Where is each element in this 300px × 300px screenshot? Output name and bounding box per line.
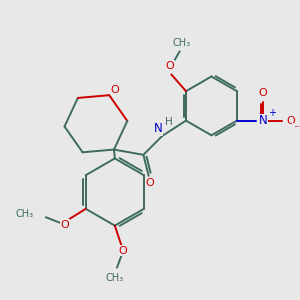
Text: O: O: [259, 88, 268, 98]
Text: O: O: [60, 220, 69, 230]
Text: O: O: [286, 116, 295, 126]
Text: O: O: [119, 246, 128, 256]
Text: O: O: [166, 61, 175, 71]
Text: O: O: [110, 85, 119, 95]
Text: N: N: [154, 122, 163, 135]
Text: CH₃: CH₃: [15, 209, 33, 219]
Text: ⁻: ⁻: [293, 124, 299, 134]
Text: CH₃: CH₃: [106, 273, 124, 283]
Text: N: N: [259, 114, 268, 127]
Text: CH₃: CH₃: [173, 38, 191, 48]
Text: O: O: [145, 178, 154, 188]
Text: H: H: [165, 117, 172, 127]
Text: +: +: [268, 108, 276, 118]
